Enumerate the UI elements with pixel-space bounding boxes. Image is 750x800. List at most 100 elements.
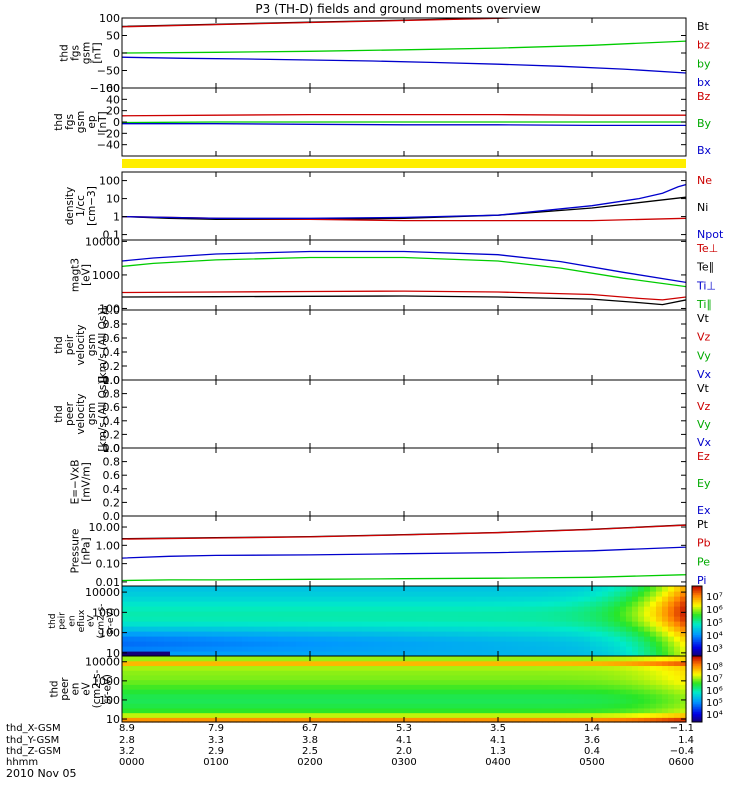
spectrogram-cell xyxy=(374,670,381,676)
spectrogram-cell xyxy=(212,651,219,657)
spectrogram-cell xyxy=(458,606,465,612)
spectrogram-cell xyxy=(284,651,291,657)
spectrogram-cell xyxy=(506,621,513,627)
spectrogram-cell xyxy=(368,621,375,627)
spectrogram-cell xyxy=(548,601,555,607)
spectrogram-cell xyxy=(668,656,675,662)
spectrogram-cell xyxy=(200,670,207,676)
colorbar-segment xyxy=(692,720,702,723)
spectrogram-cell xyxy=(182,689,189,695)
spectrogram-cell xyxy=(248,693,255,700)
spectrogram-cell xyxy=(578,616,585,622)
spectrogram-cell xyxy=(374,703,381,709)
spectrogram-cell xyxy=(122,698,129,704)
spectrogram-cell xyxy=(554,679,561,685)
spectrogram-cell xyxy=(290,641,297,647)
spectrogram-cell xyxy=(266,641,273,647)
spectrogram-cell xyxy=(416,621,423,627)
spectrogram-cell xyxy=(608,641,615,647)
spectrogram-cell xyxy=(668,596,675,602)
spectrogram-cell xyxy=(146,651,153,657)
spectrogram-cell xyxy=(182,611,189,617)
spectrogram-cell xyxy=(668,693,675,700)
spectrogram-cell xyxy=(596,670,603,676)
spectrogram-cell xyxy=(476,616,483,622)
spectrogram-cell xyxy=(506,626,513,632)
spectrogram-cell xyxy=(470,591,477,597)
spectrogram-cell xyxy=(488,660,495,667)
spectrogram-cell xyxy=(464,698,471,704)
spectrogram-cell xyxy=(530,646,537,652)
spectrogram-cell xyxy=(530,684,537,690)
spectrogram-cell xyxy=(500,684,507,690)
legend-entry: Vx xyxy=(697,368,712,381)
spectrogram-cell xyxy=(236,646,243,652)
spectrogram-cell xyxy=(128,670,135,676)
spectrogram-cell xyxy=(308,660,315,667)
spectrogram-cell xyxy=(662,646,669,652)
x-tick-value: 3.3 xyxy=(208,735,224,746)
spectrogram-cell xyxy=(302,621,309,627)
colorbar-segment xyxy=(692,698,702,702)
spectrogram-cell xyxy=(308,684,315,690)
spectrogram-cell xyxy=(374,679,381,685)
spectrogram-cell xyxy=(206,679,213,685)
spectrogram-cell xyxy=(206,596,213,602)
spectrogram-cell xyxy=(266,712,273,718)
spectrogram-cell xyxy=(320,660,327,667)
spectrogram-cell xyxy=(518,684,525,690)
spectrogram-cell xyxy=(272,656,279,662)
spectrogram-cell xyxy=(590,679,597,685)
spectrogram-cell xyxy=(194,717,201,723)
colorbar-segment xyxy=(692,654,702,657)
spectrogram-cell xyxy=(236,626,243,632)
spectrogram-cell xyxy=(320,606,327,612)
spectrogram-cell xyxy=(338,631,345,637)
spectrogram-cell xyxy=(512,689,519,695)
spectrogram-cell xyxy=(128,665,135,671)
spectrogram-cell xyxy=(350,601,357,607)
spectrogram-cell xyxy=(494,656,501,662)
spectrogram-cell xyxy=(152,606,159,612)
spectrogram-cell xyxy=(152,631,159,637)
spectrogram-cell xyxy=(560,631,567,637)
spectrogram-cell xyxy=(458,646,465,652)
spectrogram-cell xyxy=(266,596,273,602)
spectrogram-cell xyxy=(356,611,363,617)
spectrogram-cell xyxy=(290,679,297,685)
spectrogram-cell xyxy=(638,591,645,597)
spectrogram-cell xyxy=(194,646,201,652)
spectrogram-cell xyxy=(284,601,291,607)
spectrogram-cell xyxy=(278,636,285,642)
spectrogram-cell xyxy=(458,693,465,700)
spectrogram-cell xyxy=(386,601,393,607)
spectrogram-cell xyxy=(584,616,591,622)
spectrogram-cell xyxy=(572,689,579,695)
spectrogram-cell xyxy=(434,631,441,637)
spectrogram-cell xyxy=(476,601,483,607)
spectrogram-cell xyxy=(464,586,471,592)
spectrogram-cell xyxy=(464,712,471,718)
spectrogram-cell xyxy=(458,712,465,718)
spectrogram-cell xyxy=(524,689,531,695)
spectrogram-cell xyxy=(458,626,465,632)
spectrogram-cell xyxy=(536,703,543,709)
spectrogram-cell xyxy=(398,703,405,709)
spectrogram-cell xyxy=(314,670,321,676)
spectrogram-cell xyxy=(494,674,501,681)
colorbar-segment xyxy=(692,587,702,590)
y-axis-label: [cm−3] xyxy=(86,186,98,226)
spectrogram-cell xyxy=(572,703,579,709)
spectrogram-cell xyxy=(404,656,411,662)
spectrogram-cell xyxy=(224,689,231,695)
spectrogram-cell xyxy=(614,679,621,685)
spectrogram-cell xyxy=(332,693,339,700)
spectrogram-cell xyxy=(548,689,555,695)
spectrogram-cell xyxy=(164,606,171,612)
spectrogram-cell xyxy=(224,717,231,723)
spectrogram-cell xyxy=(392,601,399,607)
spectrogram-cell xyxy=(368,660,375,667)
spectrogram-cell xyxy=(404,698,411,704)
spectrogram-cell xyxy=(656,679,663,685)
spectrogram-cell xyxy=(332,611,339,617)
